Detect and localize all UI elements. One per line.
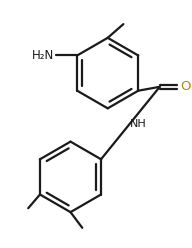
Text: O: O [180,80,191,93]
Text: H₂N: H₂N [31,49,54,62]
Text: NH: NH [130,120,147,129]
